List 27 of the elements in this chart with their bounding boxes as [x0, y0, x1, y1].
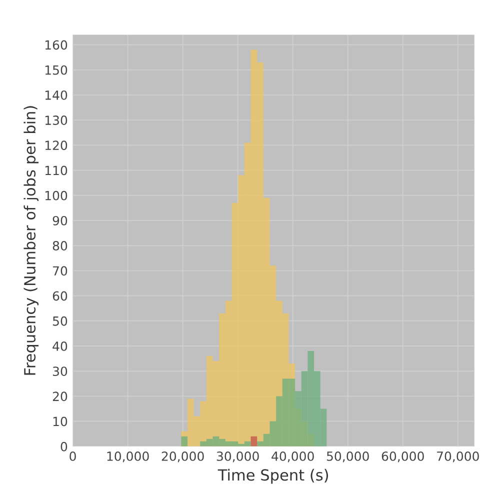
x-tick-label: 50,000 [326, 451, 369, 462]
y-tick-label: 80 [52, 241, 68, 251]
y-tick-label: 120 [45, 140, 68, 150]
y-tick-label: 130 [45, 116, 68, 125]
y-tick-label: 90 [52, 216, 68, 226]
y-tick-label: 70 [53, 266, 68, 276]
y-tick-label: 110 [45, 166, 68, 176]
y-tick-label: 0 [60, 442, 68, 452]
y-tick-label: 20 [52, 392, 68, 402]
x-tick-label: 70,000 [437, 451, 479, 462]
y-axis-title: Frequency (Number of jobs per bin) [24, 106, 39, 375]
x-tick-label: 60,000 [382, 451, 424, 462]
y-tick-label: 140 [45, 90, 68, 100]
y-tick-label: 40 [52, 341, 68, 351]
y-tick-label: 160 [45, 40, 68, 50]
y-tick-label: 100 [45, 190, 68, 200]
y-tick-label: 10 [53, 416, 68, 426]
y-tick-label: 60 [52, 291, 68, 301]
x-tick-label: 20,000 [162, 451, 204, 462]
x-axis-title: Time Spent (s) [218, 468, 328, 484]
x-tick-label: 10,000 [107, 451, 149, 462]
y-tick-label: 50 [52, 316, 68, 326]
x-tick-label: 0 [70, 451, 76, 461]
y-tick-label: 30 [52, 366, 68, 376]
x-tick-label: 40,000 [272, 451, 314, 462]
x-tick-label: 30,000 [216, 451, 259, 462]
y-tick-label: 150 [45, 65, 68, 75]
